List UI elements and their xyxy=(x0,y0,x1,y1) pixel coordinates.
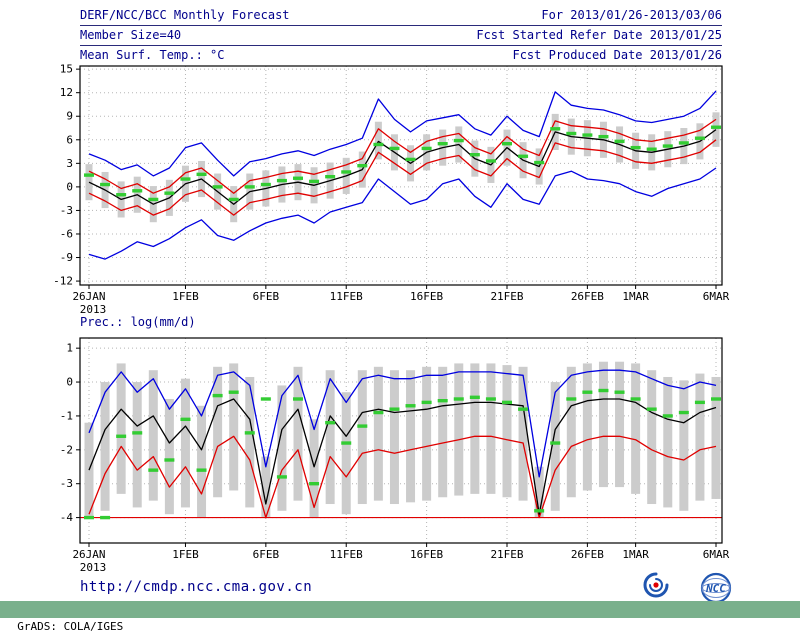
header: DERF/NCC/BCC Monthly Forecast For 2013/0… xyxy=(0,6,800,65)
svg-text:15: 15 xyxy=(60,63,73,76)
svg-text:21FEB: 21FEB xyxy=(490,290,523,303)
svg-text:-4: -4 xyxy=(60,511,74,524)
svg-text:-2: -2 xyxy=(60,443,73,456)
page: { "header": { "title": "DERF/NCC/BCC Mon… xyxy=(0,6,800,633)
svg-text:2013: 2013 xyxy=(80,561,107,572)
svg-text:26FEB: 26FEB xyxy=(571,548,604,561)
svg-text:26JAN: 26JAN xyxy=(72,548,105,561)
svg-text:26FEB: 26FEB xyxy=(571,290,604,303)
svg-text:-3: -3 xyxy=(60,477,73,490)
header-row-3: Mean Surf. Temp.: °C Fcst Produced Date … xyxy=(80,46,722,65)
svg-text:6FEB: 6FEB xyxy=(253,548,280,561)
header-row-1: DERF/NCC/BCC Monthly Forecast For 2013/0… xyxy=(80,6,722,25)
ncc-logo: NCC xyxy=(692,570,740,614)
source-url: http://cmdp.ncc.cma.gov.cn xyxy=(80,579,313,595)
header-divider xyxy=(80,25,722,26)
precipitation-chart: 1 0 -1 -2 -3 -4 26JAN 1FEB 6FEB 11FEB 16FEB 21FEB 26… xyxy=(60,337,730,572)
svg-text:6FEB: 6FEB xyxy=(253,290,280,303)
svg-text:16FEB: 16FEB xyxy=(410,548,443,561)
svg-text:11FEB: 11FEB xyxy=(330,290,363,303)
grads-label: GrADS: COLA/IGES xyxy=(17,620,124,633)
svg-text:1FEB: 1FEB xyxy=(172,290,199,303)
temperature-chart: 15 12 9 6 3 0 -3 -6 -9 -12 26JAN 1FEB 6FEB 11FEB 16FEB… xyxy=(53,63,730,315)
ncc-logo-icon: NCC xyxy=(700,572,732,604)
svg-text:12: 12 xyxy=(60,86,73,99)
svg-text:-9: -9 xyxy=(60,251,73,264)
svg-text:0: 0 xyxy=(66,180,73,193)
fcst-started-date: Fcst Started Refer Date 2013/01/25 xyxy=(476,28,722,42)
precipitation-chart-title: Prec.: log(mm/d) xyxy=(80,315,196,329)
report-title: DERF/NCC/BCC Monthly Forecast xyxy=(80,8,290,22)
svg-text:1MAR: 1MAR xyxy=(622,290,649,303)
svg-text:11FEB: 11FEB xyxy=(330,548,363,561)
svg-text:6MAR: 6MAR xyxy=(703,290,730,303)
svg-text:1: 1 xyxy=(66,342,73,355)
svg-text:21FEB: 21FEB xyxy=(490,548,523,561)
svg-text:-3: -3 xyxy=(60,204,73,217)
svg-text:1FEB: 1FEB xyxy=(172,548,199,561)
grads-statusbar: GrADS: COLA/IGES xyxy=(0,601,800,633)
fcst-produced-date: Fcst Produced Date 2013/01/26 xyxy=(512,48,722,62)
svg-text:-1: -1 xyxy=(60,409,73,422)
svg-text:6: 6 xyxy=(66,133,73,146)
header-divider xyxy=(80,45,722,46)
header-row-2: Member Size=40 Fcst Started Refer Date 2… xyxy=(80,26,722,45)
svg-text:NCC: NCC xyxy=(705,582,726,595)
temperature-chart-title: Mean Surf. Temp.: °C xyxy=(80,48,225,62)
svg-text:6MAR: 6MAR xyxy=(703,548,730,561)
svg-text:-12: -12 xyxy=(53,275,73,288)
svg-text:1MAR: 1MAR xyxy=(622,548,649,561)
svg-text:26JAN: 26JAN xyxy=(72,290,105,303)
svg-text:-6: -6 xyxy=(60,227,73,240)
svg-text:16FEB: 16FEB xyxy=(410,290,443,303)
svg-text:3: 3 xyxy=(66,157,73,170)
member-size: Member Size=40 xyxy=(80,28,182,42)
forecast-range: For 2013/01/26-2013/03/06 xyxy=(541,8,722,22)
svg-text:0: 0 xyxy=(66,376,73,389)
svg-text:2013: 2013 xyxy=(80,303,107,315)
logos: BCC NCC xyxy=(632,570,740,614)
svg-text:9: 9 xyxy=(66,110,73,123)
